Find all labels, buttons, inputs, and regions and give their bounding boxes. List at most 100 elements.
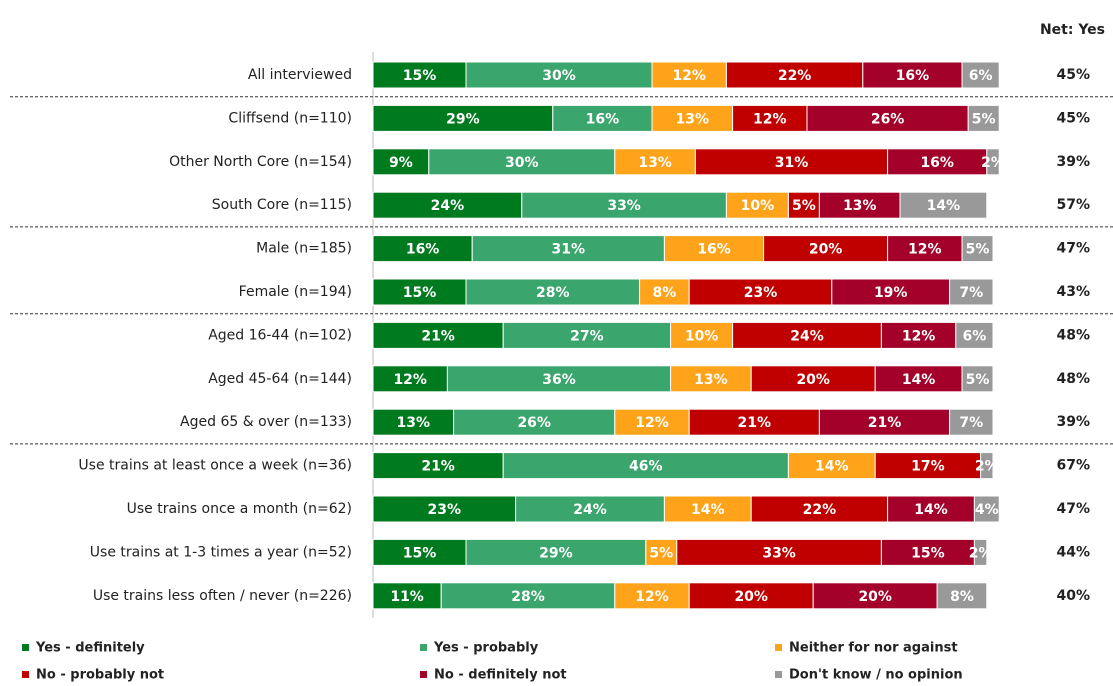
data-label: 12% <box>635 415 669 431</box>
bar-segment <box>980 452 994 480</box>
net-label: 43% <box>1056 284 1090 300</box>
data-label: 9% <box>389 155 413 171</box>
data-label: 30% <box>505 155 539 171</box>
bar-segment <box>961 61 1000 89</box>
bar-segment <box>750 495 889 523</box>
net-label: 48% <box>1056 327 1090 343</box>
category-label: Female (n=194) <box>239 284 352 300</box>
data-label: 46% <box>629 459 663 475</box>
data-label: 5% <box>649 545 673 561</box>
net-label: 39% <box>1056 414 1090 430</box>
bar-segment <box>521 191 727 219</box>
bar-segment <box>440 582 616 610</box>
legend-swatch <box>420 644 427 651</box>
bar-segment <box>812 582 938 610</box>
data-label: 30% <box>542 68 576 84</box>
bar-segment <box>787 452 876 480</box>
data-label: 12% <box>902 328 936 344</box>
data-label: 11% <box>390 589 424 605</box>
bar-segment <box>787 191 820 219</box>
bar-segment <box>806 104 969 132</box>
data-label: 5% <box>966 242 990 258</box>
category-label: Cliffsend (n=110) <box>228 110 352 126</box>
data-label: 28% <box>511 589 545 605</box>
data-label: 16% <box>896 68 930 84</box>
bar-segment <box>614 408 690 436</box>
data-label: 31% <box>775 155 809 171</box>
net-title: Net: Yes <box>1040 22 1105 38</box>
data-label: 10% <box>685 328 719 344</box>
data-label: 6% <box>969 68 993 84</box>
legend-label: No - probably not <box>36 668 164 683</box>
data-label: 14% <box>815 459 849 475</box>
bar-segment <box>831 278 951 306</box>
bar-segment <box>688 408 820 436</box>
data-label: 15% <box>403 68 437 84</box>
bar-segment <box>899 191 988 219</box>
data-label: 33% <box>762 545 796 561</box>
bar-segment <box>670 365 752 393</box>
bar-segment <box>936 582 988 610</box>
data-label: 29% <box>539 545 573 561</box>
category-label: Male (n=185) <box>256 241 352 257</box>
legend-label: Don't know / no opinion <box>789 668 963 683</box>
bar-segment <box>372 321 504 349</box>
data-label: 5% <box>972 111 996 127</box>
data-label: 28% <box>536 285 570 301</box>
bar-segment <box>372 538 467 566</box>
net-label: 47% <box>1056 241 1090 257</box>
data-label: 20% <box>858 589 892 605</box>
bar-segment <box>874 452 982 480</box>
data-label: 20% <box>734 589 768 605</box>
category-label: Use trains once a month (n=62) <box>127 501 352 517</box>
bar-segment <box>670 321 734 349</box>
data-label: 33% <box>607 198 641 214</box>
data-label: 14% <box>914 502 948 518</box>
bar-segment <box>515 495 665 523</box>
data-label: 16% <box>586 111 620 127</box>
bar-segment <box>465 278 641 306</box>
bar-segment <box>961 365 994 393</box>
data-label: 13% <box>397 415 431 431</box>
legend-swatch <box>22 644 29 651</box>
data-label: 10% <box>741 198 775 214</box>
data-label: 2% <box>981 155 1005 171</box>
legend-label: No - definitely not <box>434 668 567 683</box>
data-label: 12% <box>635 589 669 605</box>
bar-segment <box>372 582 442 610</box>
data-label: 21% <box>421 459 455 475</box>
bar-segment <box>967 104 1000 132</box>
category-label: Aged 45-64 (n=144) <box>208 371 352 387</box>
bar-segment <box>465 538 647 566</box>
net-label: 45% <box>1056 67 1090 83</box>
data-label: 8% <box>950 589 974 605</box>
bar-segment <box>372 148 430 176</box>
data-label: 6% <box>963 328 987 344</box>
data-label: 14% <box>902 372 936 388</box>
category-label: Use trains at least once a week (n=36) <box>78 458 352 474</box>
bar-segment <box>372 365 448 393</box>
bar-segment <box>428 148 616 176</box>
category-label: Other North Core (n=154) <box>169 154 352 170</box>
bar-segment <box>688 278 833 306</box>
bar-segment <box>651 104 734 132</box>
data-label: 12% <box>753 111 787 127</box>
bar-segment <box>887 148 988 176</box>
bar-segment <box>372 495 517 523</box>
legend-label: Neither for nor against <box>789 641 958 656</box>
category-label: Use trains less often / never (n=226) <box>93 588 352 604</box>
data-label: 21% <box>738 415 772 431</box>
bar-segment <box>880 538 975 566</box>
data-label: 20% <box>796 372 830 388</box>
data-label: 15% <box>403 285 437 301</box>
bar-segment <box>552 104 653 132</box>
data-label: 26% <box>517 415 551 431</box>
data-label: 15% <box>911 545 945 561</box>
data-label: 12% <box>672 68 706 84</box>
data-label: 20% <box>809 242 843 258</box>
data-label: 27% <box>570 328 604 344</box>
net-label: 67% <box>1056 458 1090 474</box>
bar-segment <box>372 104 554 132</box>
bar-segment <box>372 191 523 219</box>
